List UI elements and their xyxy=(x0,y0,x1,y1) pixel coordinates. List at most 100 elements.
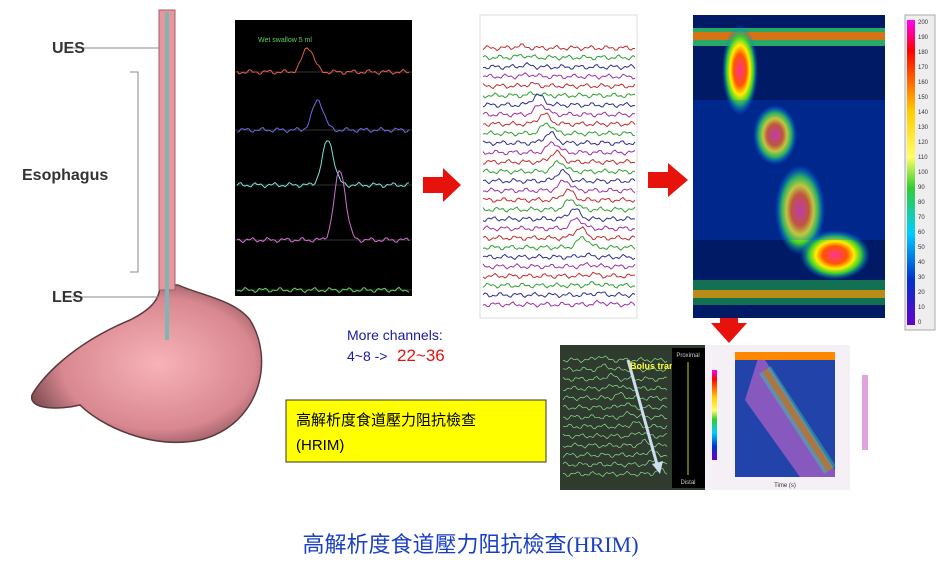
colorbar-label: 200 xyxy=(918,20,929,26)
trace xyxy=(236,140,410,189)
contraction-halo xyxy=(759,366,836,474)
heatmap-blobs xyxy=(693,25,885,305)
colorbar-label: 20 xyxy=(918,290,925,296)
colorbar-label: 150 xyxy=(918,95,929,101)
colorbar-label: 80 xyxy=(918,200,925,206)
impedance-legend xyxy=(862,375,868,450)
trace xyxy=(482,217,636,232)
trace xyxy=(562,355,668,364)
colorbar-label: 60 xyxy=(918,230,925,236)
trace xyxy=(236,169,410,244)
impedance-colorbar xyxy=(712,370,717,460)
colorbar-label: 100 xyxy=(918,170,929,176)
arrow xyxy=(648,163,688,197)
trace xyxy=(562,372,668,382)
trace xyxy=(482,261,636,270)
multichannel-panel xyxy=(479,14,638,319)
trace xyxy=(482,72,636,80)
trace xyxy=(482,140,636,156)
colorbar-label: 180 xyxy=(918,50,929,56)
trace xyxy=(482,291,636,299)
contraction xyxy=(762,368,833,472)
label: Proximal xyxy=(676,353,699,359)
trace xyxy=(562,449,668,458)
trace xyxy=(482,91,636,99)
trace xyxy=(482,81,636,90)
trace xyxy=(562,421,668,430)
bracket xyxy=(130,71,139,273)
trace xyxy=(562,402,668,411)
trace xyxy=(482,168,636,185)
axis-label: Time (s) xyxy=(774,483,796,489)
trace xyxy=(482,53,636,61)
colorbar xyxy=(907,20,915,325)
colorbar-label: 50 xyxy=(918,245,925,251)
trace xyxy=(562,460,668,468)
trace xyxy=(562,410,668,421)
colorbar-label: 160 xyxy=(918,80,929,86)
label: Distal xyxy=(680,480,695,486)
colorbar-label: 0 xyxy=(918,320,922,326)
trace xyxy=(482,199,636,213)
anatomy: UES Esophagus LES xyxy=(22,9,263,444)
bolus-label: Bolus transit xyxy=(630,361,685,371)
ues-band xyxy=(735,352,835,360)
label: UES xyxy=(52,40,85,57)
trace xyxy=(236,99,410,134)
traces xyxy=(562,355,668,477)
bolus-arrowhead xyxy=(652,461,663,474)
trace xyxy=(482,271,636,280)
trace xyxy=(482,226,636,242)
note: 4~8 -> xyxy=(347,348,387,364)
arrow xyxy=(423,168,461,202)
trace xyxy=(482,93,636,109)
trace xyxy=(482,61,636,71)
note-highlight: 22~36 xyxy=(397,346,445,365)
trace xyxy=(562,384,668,392)
trace xyxy=(482,149,636,166)
trace xyxy=(236,47,410,76)
trace xyxy=(482,208,636,223)
trace xyxy=(482,179,636,194)
trace xyxy=(482,112,636,128)
trace xyxy=(482,236,636,251)
annotation: Wet swallow 5 ml xyxy=(258,37,312,44)
stomach xyxy=(31,284,263,444)
trace xyxy=(482,299,636,308)
trace xyxy=(482,252,636,261)
trace xyxy=(482,159,636,175)
manometry-panel xyxy=(235,20,412,296)
trace xyxy=(482,131,636,147)
trace xyxy=(482,43,636,52)
colorbar-label: 70 xyxy=(918,215,925,221)
trace xyxy=(562,391,668,402)
traces xyxy=(482,43,636,308)
trace xyxy=(562,467,668,477)
colorbar-label: 130 xyxy=(918,125,929,131)
trace xyxy=(562,438,668,449)
trace xyxy=(482,188,636,204)
hrim-title: 高解析度食道壓力阻抗檢查 xyxy=(296,412,476,429)
trace xyxy=(236,286,410,294)
label: Esophagus xyxy=(22,167,108,184)
caption: 高解析度食道壓力阻抗檢查(HRIM) xyxy=(302,532,638,557)
colorbar-label: 30 xyxy=(918,275,925,281)
label: LES xyxy=(52,289,83,306)
colorbar-label: 10 xyxy=(918,305,925,311)
colorbar-label: 170 xyxy=(918,65,929,71)
trace xyxy=(482,122,636,137)
colorbar-label: 90 xyxy=(918,185,925,191)
colorbar-label: 120 xyxy=(918,140,929,146)
trace xyxy=(482,281,636,289)
colorbar-label: 110 xyxy=(918,155,928,161)
hrim-box xyxy=(285,399,547,463)
colorbar-label: 140 xyxy=(918,110,929,116)
colorbar-label: 40 xyxy=(918,260,925,266)
trace xyxy=(562,363,668,373)
traces xyxy=(235,47,412,294)
colorbar-label: 190 xyxy=(918,35,929,41)
note: More channels: xyxy=(347,327,443,343)
bolus-arrow xyxy=(626,359,660,469)
